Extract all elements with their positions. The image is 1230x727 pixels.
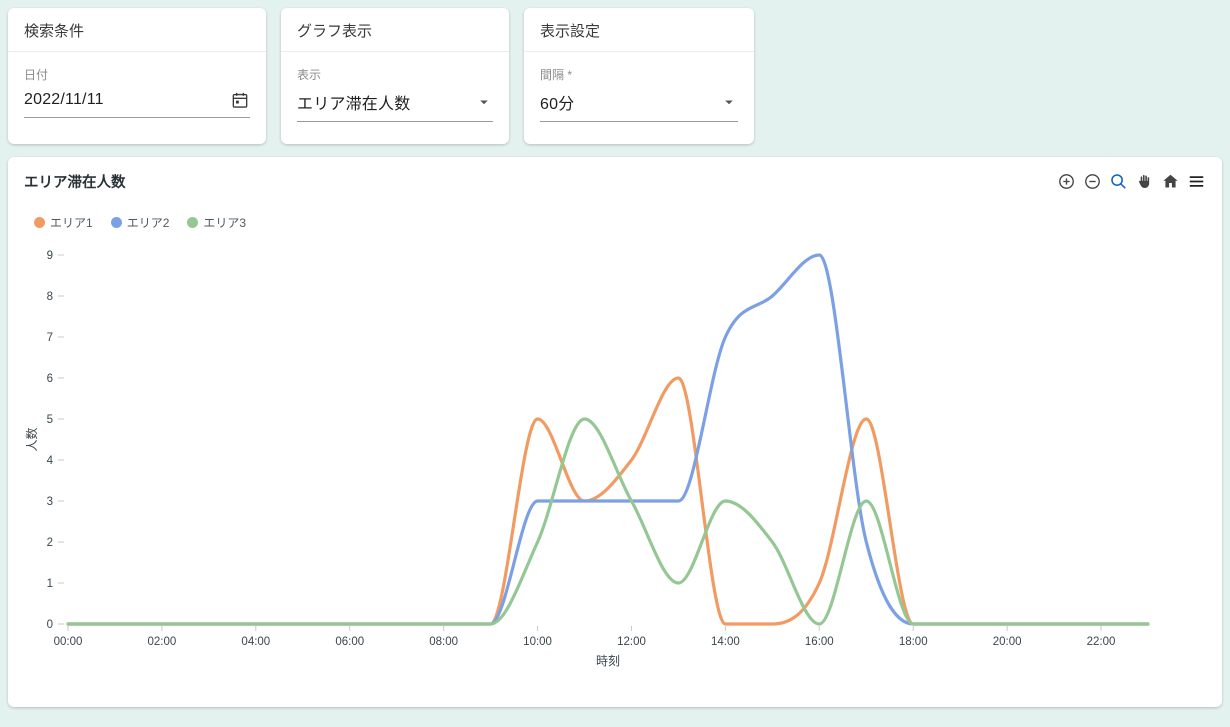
chart-canvas[interactable]: 0 1 2 3 4 5 6 7 8 9 00:00 02:00 04:00 06:00 08:00 10:00…	[24, 241, 1206, 681]
chart-toolbar	[1057, 172, 1206, 191]
svg-text:5: 5	[47, 414, 53, 426]
legend-dot-area2	[110, 217, 122, 228]
chevron-down-icon	[475, 93, 493, 111]
svg-text:7: 7	[47, 332, 53, 344]
search-conditions-title: 検索条件	[8, 8, 266, 52]
svg-text:人数: 人数	[24, 427, 39, 451]
chart-title: エリア滞在人数	[24, 175, 126, 191]
menu-icon[interactable]	[1187, 172, 1206, 191]
svg-text:12:00: 12:00	[617, 636, 646, 648]
graph-display-card: グラフ表示 表示 エリア滞在人数	[281, 8, 509, 144]
filter-cards-row: 検索条件 日付 2022/11/11 グラフ表示	[8, 8, 1222, 144]
legend-label-area1: エリア1	[50, 216, 93, 230]
magnifier-icon[interactable]	[1109, 172, 1128, 191]
svg-text:16:00: 16:00	[805, 636, 834, 648]
search-conditions-card: 検索条件 日付 2022/11/11	[8, 8, 266, 144]
zoom-in-icon[interactable]	[1057, 172, 1076, 191]
interval-select[interactable]: 60分	[540, 90, 738, 122]
search-conditions-body: 日付 2022/11/11	[8, 52, 266, 140]
svg-text:04:00: 04:00	[241, 636, 270, 648]
svg-text:10:00: 10:00	[523, 636, 552, 648]
svg-text:06:00: 06:00	[335, 636, 364, 648]
svg-text:9: 9	[47, 250, 53, 262]
svg-text:時刻: 時刻	[596, 654, 620, 668]
display-field-label: 表示	[297, 68, 322, 82]
svg-text:8: 8	[47, 291, 53, 303]
svg-text:1: 1	[47, 578, 53, 590]
interval-field-label: 間隔 *	[540, 68, 573, 82]
chart-header: エリア滞在人数	[24, 171, 1206, 192]
legend-item-area2[interactable]: エリア2	[110, 214, 170, 231]
graph-display-title: グラフ表示	[281, 8, 509, 52]
display-select[interactable]: エリア滞在人数	[297, 90, 493, 122]
svg-text:2: 2	[47, 537, 53, 549]
series-line-エリア2	[66, 253, 1150, 626]
svg-text:0: 0	[47, 619, 53, 631]
svg-text:02:00: 02:00	[148, 636, 177, 648]
calendar-icon[interactable]	[230, 90, 250, 110]
legend-label-area2: エリア2	[126, 216, 170, 230]
chart-legend: エリア1 エリア2 エリア3	[34, 214, 1206, 231]
legend-item-area3[interactable]: エリア3	[187, 214, 246, 231]
interval-select-value: 60分	[540, 96, 575, 113]
svg-text:18:00: 18:00	[899, 636, 928, 648]
chevron-down-icon	[720, 93, 738, 111]
display-settings-card: 表示設定 間隔 * 60分	[524, 8, 754, 144]
legend-item-area1[interactable]: エリア1	[34, 214, 93, 231]
area-occupancy-chart-card: エリア滞在人数	[8, 157, 1222, 707]
pan-hand-icon[interactable]	[1135, 172, 1154, 191]
display-select-value: エリア滞在人数	[297, 96, 411, 113]
svg-text:22:00: 22:00	[1087, 636, 1116, 648]
series-line-エリア3	[66, 417, 1150, 626]
svg-text:4: 4	[47, 455, 54, 467]
svg-text:20:00: 20:00	[993, 636, 1022, 648]
legend-label-area3: エリア3	[203, 216, 247, 230]
date-value: 2022/11/11	[24, 91, 104, 108]
display-settings-body: 間隔 * 60分	[524, 52, 754, 144]
legend-dot-area1	[34, 217, 45, 228]
svg-text:00:00: 00:00	[54, 636, 83, 648]
legend-dot-area3	[187, 217, 199, 228]
graph-display-body: 表示 エリア滞在人数	[281, 52, 509, 144]
zoom-out-icon[interactable]	[1083, 172, 1102, 191]
home-icon[interactable]	[1161, 172, 1180, 191]
display-settings-title: 表示設定	[524, 8, 754, 52]
date-field-label: 日付	[24, 68, 49, 82]
svg-text:3: 3	[47, 496, 53, 508]
svg-text:6: 6	[47, 373, 53, 385]
date-input[interactable]: 2022/11/11	[24, 90, 250, 118]
svg-text:14:00: 14:00	[711, 636, 740, 648]
svg-text:08:00: 08:00	[429, 636, 458, 648]
